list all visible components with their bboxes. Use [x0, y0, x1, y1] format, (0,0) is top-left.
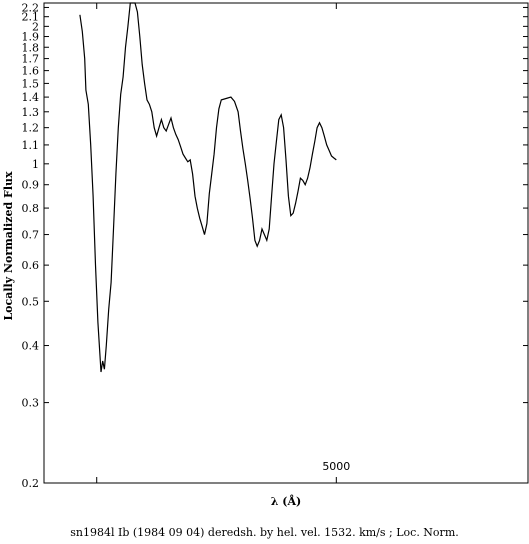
x-tick-label: 5000 — [322, 460, 350, 473]
y-tick-label: 1.6 — [22, 65, 40, 78]
y-tick-label: 0.8 — [22, 202, 40, 215]
y-tick-label: 2.1 — [22, 11, 40, 24]
y-tick-label: 1.4 — [22, 91, 40, 104]
y-tick-label: 0.4 — [22, 340, 40, 353]
y-tick-label: 1.7 — [22, 53, 40, 66]
x-axis-title: λ (Å) — [271, 494, 302, 508]
x-axis-ticks: 5000 — [96, 3, 350, 483]
y-tick-label: 0.2 — [22, 477, 40, 490]
y-tick-label: 0.6 — [22, 259, 40, 272]
y-axis-ticks: 0.2 0.3 0.4 0.5 0.6 0.7 0.8 0.9 1 1.1 1.2 1.3 1.41.5… — [22, 1, 528, 490]
y-tick-label: 0.7 — [22, 229, 40, 242]
y-tick-label: 2.2 — [22, 1, 40, 14]
y-tick-label: 2 — [32, 20, 39, 33]
y-tick-label: 1 — [32, 158, 39, 171]
y-tick-label: 0.5 — [22, 295, 40, 308]
y-tick-label: 1.9 — [22, 31, 40, 44]
chart-caption: sn1984l Ib (1984 09 04) deredsh. by hel.… — [70, 526, 459, 539]
y-tick-label: 0.9 — [22, 179, 40, 192]
y-tick-label: 1.2 — [22, 122, 40, 135]
y-tick-label: 1.3 — [22, 106, 40, 119]
plot-frame — [43, 2, 529, 484]
y-tick-label: 0.3 — [22, 397, 40, 410]
y-tick-label: 1.1 — [22, 139, 40, 152]
y-axis-title: Locally Normalized Flux — [2, 171, 15, 321]
y-tick-label: 1.5 — [22, 77, 40, 90]
series-line — [79, 2, 337, 373]
y-tick-label: 1.8 — [22, 41, 40, 54]
